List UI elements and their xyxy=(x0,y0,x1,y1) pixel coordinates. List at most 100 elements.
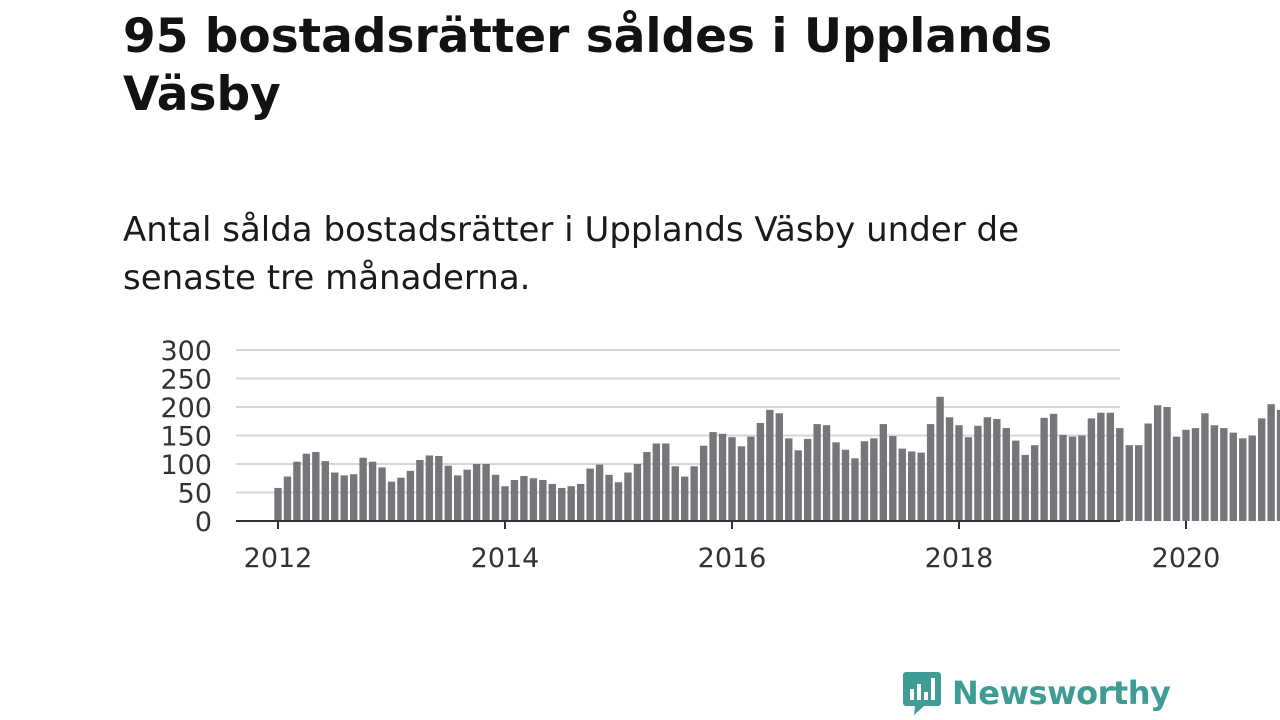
bar xyxy=(331,472,339,521)
bar xyxy=(605,474,613,521)
bar xyxy=(908,451,916,521)
bar xyxy=(1087,418,1096,521)
bar xyxy=(1163,407,1171,521)
bar xyxy=(1078,435,1086,521)
bar xyxy=(1135,445,1143,521)
y-tick-label: 50 xyxy=(178,479,212,510)
bar xyxy=(1125,445,1133,521)
bar xyxy=(444,465,452,521)
bar xyxy=(595,464,604,521)
bar xyxy=(766,409,774,521)
bar xyxy=(558,487,566,521)
bar xyxy=(1040,417,1048,521)
x-axis xyxy=(236,520,1187,529)
page-title: 95 bostadsrätter såldes i Upplands Väsby xyxy=(123,9,1053,122)
bar xyxy=(794,450,802,521)
bar xyxy=(463,469,471,521)
bar xyxy=(321,461,329,521)
bar xyxy=(425,455,434,521)
bar xyxy=(945,417,954,521)
bar xyxy=(983,417,992,521)
bar xyxy=(586,468,594,521)
x-tick-label: 2014 xyxy=(471,543,540,574)
bar xyxy=(1201,413,1209,521)
bar xyxy=(624,472,632,521)
bar xyxy=(416,460,424,521)
bar xyxy=(879,424,888,521)
newsworthy-logo-icon xyxy=(903,672,941,715)
bar xyxy=(633,464,642,521)
bar xyxy=(1059,434,1067,521)
bar xyxy=(964,437,973,521)
bar xyxy=(406,470,415,521)
bar xyxy=(435,456,443,521)
x-tick-label: 2018 xyxy=(925,543,994,574)
bar xyxy=(1116,428,1124,521)
y-tick-label: 0 xyxy=(195,507,212,538)
bar xyxy=(699,445,708,521)
bar xyxy=(813,424,821,521)
bar xyxy=(283,476,292,521)
bar xyxy=(671,466,679,521)
bar xyxy=(652,443,661,521)
bar xyxy=(340,475,348,521)
bar xyxy=(614,482,623,521)
bar xyxy=(955,425,963,521)
bars xyxy=(274,396,1280,521)
y-tick-label: 200 xyxy=(160,393,212,424)
bar xyxy=(662,443,670,521)
bar xyxy=(737,446,746,521)
bar xyxy=(510,479,519,521)
bar xyxy=(785,438,793,521)
bar xyxy=(539,479,547,521)
bar xyxy=(860,441,869,521)
bar xyxy=(898,448,906,521)
bar xyxy=(1172,436,1181,521)
bar xyxy=(1276,409,1280,521)
bar xyxy=(643,452,651,521)
x-tick-label: 2016 xyxy=(698,543,767,574)
bar xyxy=(576,483,585,521)
brand-logo: Newsworthy xyxy=(902,668,1171,718)
bar xyxy=(482,464,490,521)
brand-name: Newsworthy xyxy=(952,674,1171,712)
bar xyxy=(1068,436,1077,521)
bar xyxy=(1257,418,1266,521)
bar xyxy=(775,413,783,521)
bar xyxy=(274,487,282,521)
bar xyxy=(728,437,736,521)
bar xyxy=(803,438,812,521)
bar xyxy=(1049,413,1058,521)
bar xyxy=(1106,412,1115,521)
bar xyxy=(1021,454,1029,521)
bar xyxy=(822,425,831,521)
bar xyxy=(1229,432,1237,521)
bar xyxy=(454,475,462,521)
bar xyxy=(1002,428,1010,521)
bar xyxy=(501,486,509,521)
bar xyxy=(529,478,538,521)
bar xyxy=(349,474,358,521)
bar xyxy=(567,486,575,521)
x-tick-label: 2020 xyxy=(1152,543,1221,574)
bar xyxy=(718,433,727,521)
bar xyxy=(312,452,320,521)
bar xyxy=(889,436,897,521)
bar xyxy=(548,483,556,521)
bar xyxy=(993,418,1001,521)
bar xyxy=(302,453,311,521)
y-tick-label: 150 xyxy=(160,422,212,453)
bar xyxy=(1239,438,1247,521)
x-axis-tick-labels: 20122014201620182020202220242026 xyxy=(244,543,1221,574)
bar xyxy=(756,422,765,521)
bar xyxy=(1191,428,1200,521)
bar xyxy=(974,425,982,521)
bar xyxy=(359,457,367,521)
bar xyxy=(936,396,944,521)
y-tick-label: 300 xyxy=(160,336,212,367)
bar xyxy=(1248,435,1256,521)
bar xyxy=(1210,425,1219,521)
y-tick-label: 100 xyxy=(160,450,212,481)
bar xyxy=(1097,412,1105,521)
